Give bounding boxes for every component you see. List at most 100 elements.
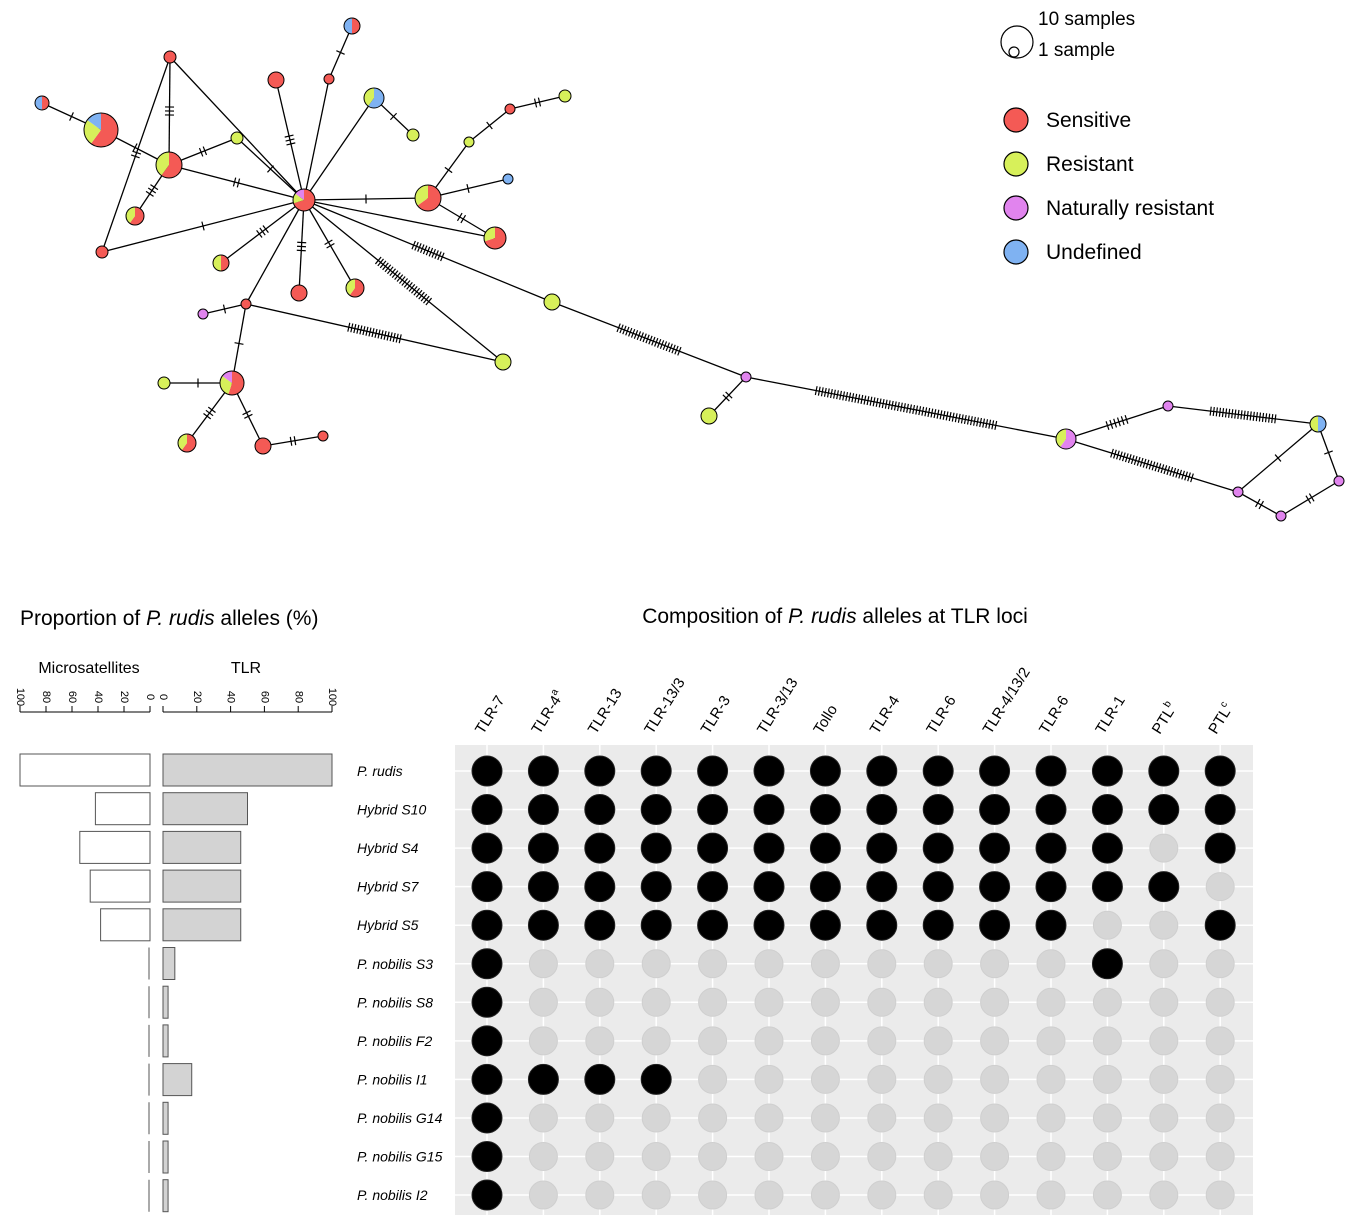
allele-absent-dot	[528, 1026, 558, 1056]
mutation-tick	[222, 304, 227, 314]
allele-present-dot	[527, 909, 559, 941]
mutation-tick	[616, 323, 621, 333]
allele-absent-dot	[1205, 1103, 1235, 1133]
haplotype-node-outline	[34, 95, 50, 111]
column-label: PTLb	[1147, 699, 1181, 737]
mutation-tick	[954, 413, 958, 423]
mutation-tick	[1231, 409, 1234, 419]
allele-absent-dot	[1205, 872, 1235, 902]
allele-absent-dot	[1149, 987, 1179, 1017]
mutation-tick	[1308, 493, 1315, 502]
mutation-tick	[875, 397, 879, 407]
allele-absent-dot	[1036, 1103, 1066, 1133]
column-label-text: TLR-6	[923, 693, 960, 737]
haplotype-slice	[417, 185, 442, 212]
allele-present-dot	[1035, 794, 1067, 826]
haplotype-node-outline	[345, 278, 365, 298]
mutation-tick	[639, 332, 644, 342]
mutation-tick	[656, 338, 662, 348]
mutation-tick	[1234, 409, 1237, 419]
mutation-tick	[417, 243, 422, 252]
allele-absent-dot	[810, 1142, 840, 1171]
allele-absent-dot	[810, 949, 840, 979]
allele-present-dot	[640, 794, 672, 826]
mutation-tick	[945, 411, 949, 421]
allele-absent-dot	[1149, 1103, 1179, 1133]
mutation-tick	[362, 326, 366, 336]
allele-present-dot	[979, 909, 1011, 941]
mutation-tick	[817, 386, 821, 396]
mutation-tick	[1175, 468, 1180, 478]
mutation-tick	[1118, 451, 1123, 461]
mutation-tick	[203, 413, 212, 420]
allele-present-dot	[584, 909, 616, 941]
allele-present-dot	[640, 909, 672, 941]
mutation-tick	[1258, 412, 1262, 422]
allele-present-dot	[922, 832, 954, 864]
allele-present-dot	[753, 909, 785, 941]
mutation-tick	[1261, 412, 1265, 422]
mutation-tick	[368, 327, 372, 337]
mutation-tick	[924, 407, 928, 417]
haplotype-node	[267, 71, 285, 89]
allele-absent-dot	[923, 1026, 953, 1056]
mutation-tick	[431, 248, 437, 258]
allele-present-dot	[527, 1063, 559, 1095]
haplotype-node	[504, 103, 516, 115]
tlr-bar	[162, 1101, 169, 1135]
haplotype-slice	[484, 227, 495, 242]
mutation-tick	[1121, 452, 1126, 462]
network-legend: 10 samples 1 sample Sensitive Resistant Na…	[1000, 9, 1214, 265]
mutation-tick	[839, 390, 843, 400]
network-edge	[708, 376, 747, 417]
column-label: TLR-1	[1092, 693, 1129, 737]
haplotype-slice	[84, 120, 101, 144]
mutation-tick	[671, 344, 676, 354]
allele-present-dot	[1204, 755, 1236, 787]
allele-absent-dot	[923, 1103, 953, 1133]
allele-present-dot	[1035, 755, 1067, 787]
mutation-tick	[896, 401, 900, 412]
mutation-tick	[722, 394, 730, 402]
composition-title: Composition of P. rudis alleles at TLR l…	[642, 605, 1028, 628]
allele-absent-dot	[754, 1180, 784, 1210]
mutation-tick	[1124, 453, 1129, 463]
haplotype-node-outline	[1309, 415, 1327, 433]
allele-present-dot	[979, 794, 1011, 826]
mutation-tick	[936, 409, 940, 419]
allele-present-dot	[753, 871, 785, 903]
axis-tick-label: 60	[66, 691, 78, 703]
mutation-tick	[969, 416, 973, 426]
haplotype-node	[240, 298, 252, 310]
mutation-tick	[414, 241, 419, 251]
mutation-tick	[951, 412, 955, 422]
allele-absent-dot	[528, 987, 558, 1017]
column-label-text: TLR-4	[528, 693, 565, 737]
column-label-text: TLR-4	[867, 693, 904, 737]
network-edge	[303, 199, 496, 239]
mutation-tick	[659, 340, 665, 349]
haplotype-slice	[484, 227, 507, 249]
mutation-tick	[293, 436, 297, 446]
allele-present-dot	[527, 832, 559, 864]
allele-absent-dot	[1036, 987, 1066, 1017]
mutation-tick	[903, 403, 906, 413]
haplotype-slice	[293, 193, 304, 204]
column-label: TLR-13/3	[641, 675, 689, 737]
tlr-bar	[162, 985, 169, 1019]
column-label: TLR-7	[472, 693, 509, 737]
allele-present-dot	[1204, 794, 1236, 826]
mutation-tick	[973, 416, 976, 426]
mutation-tick	[836, 390, 839, 400]
mutation-tick	[845, 391, 849, 402]
mutation-tick	[960, 414, 964, 424]
column-label-text: PTL	[1149, 705, 1178, 737]
allele-absent-dot	[1092, 1180, 1122, 1210]
mutation-tick	[267, 165, 274, 173]
allele-absent-dot	[641, 1180, 671, 1210]
mutation-tick	[377, 329, 381, 339]
mutation-tick	[909, 404, 913, 414]
allele-present-dot	[866, 909, 898, 941]
haplotype-node-outline	[177, 433, 197, 453]
allele-absent-dot	[585, 1142, 615, 1171]
